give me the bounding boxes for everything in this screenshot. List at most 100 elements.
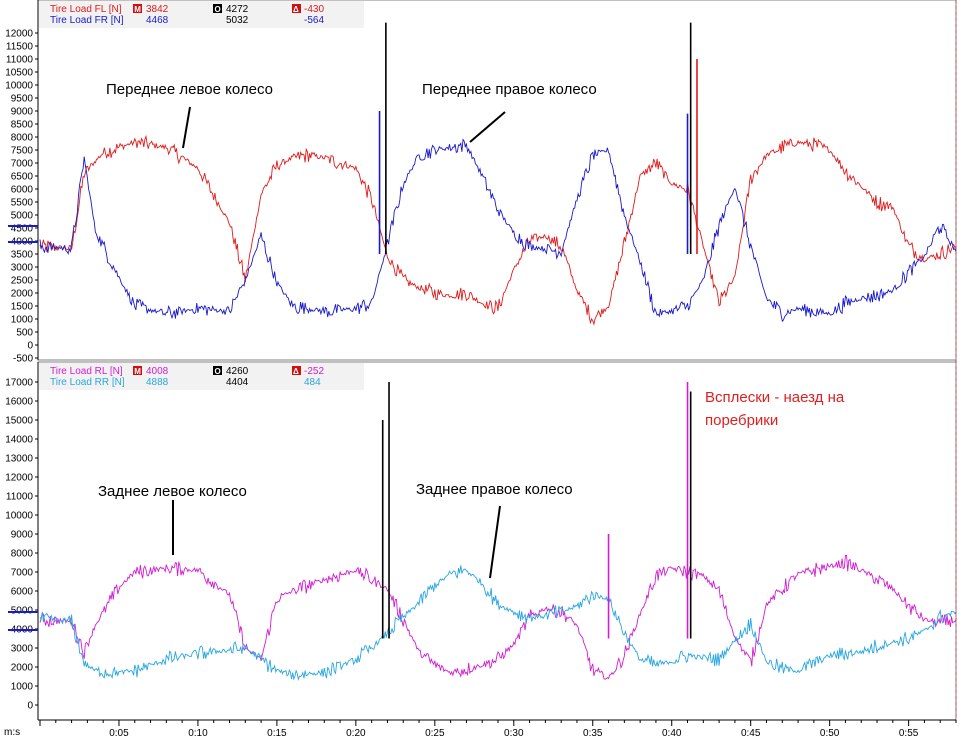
y-tick-label: 500 xyxy=(16,328,33,339)
legend-series-name: Tire Load RR [N] xyxy=(50,377,125,388)
legend-value-o: 4272 xyxy=(226,4,249,15)
legend-value-d: 484 xyxy=(304,377,321,388)
series-line-rear-0 xyxy=(39,555,957,680)
y-tick-label: 1000 xyxy=(11,682,34,693)
m-badge xyxy=(133,4,142,13)
y-tick-label: 9500 xyxy=(11,94,34,105)
series-line-front-0 xyxy=(39,134,957,326)
panel-front: -500050010001500200025003000350040004500… xyxy=(0,0,957,365)
y-tick-label: 3000 xyxy=(11,644,34,655)
series-line-rear-1 xyxy=(39,565,957,681)
legend-value-m: 3842 xyxy=(146,4,169,15)
x-axis-unit-label: m:s xyxy=(4,727,20,738)
x-tick-label: 0:40 xyxy=(662,728,682,739)
y-tick-label: 0 xyxy=(27,341,33,352)
y-tick-label: 10000 xyxy=(5,511,33,522)
y-tick-label: 5500 xyxy=(11,198,34,209)
y-tick-label: 6500 xyxy=(11,172,34,183)
legend-box xyxy=(39,1,364,28)
legend-value-d: -430 xyxy=(304,4,324,15)
y-tick-label: 2000 xyxy=(11,663,34,674)
x-tick-label: 0:20 xyxy=(346,728,366,739)
y-tick-label: 13000 xyxy=(5,454,33,465)
plot-frame-front xyxy=(37,0,957,361)
y-tick-label: 15000 xyxy=(5,416,33,427)
panel-rear: 0100020003000400050006000700080009000100… xyxy=(0,361,957,721)
delta-badge-letter: Δ xyxy=(293,5,299,14)
x-tick-label: 0:10 xyxy=(188,728,208,739)
legend-front: Tire Load FL [N] 3842 4272 -430 Tire Load FR… xyxy=(39,1,364,28)
y-tick-label: 6000 xyxy=(11,587,34,598)
y-tick-label: 8000 xyxy=(11,549,34,560)
x-tick-label: 0:50 xyxy=(820,728,840,739)
y-tick-label: 11000 xyxy=(6,492,34,503)
y-tick-label: 2500 xyxy=(11,276,34,287)
y-tick-label: 12000 xyxy=(5,29,33,40)
y-tick-label: 2000 xyxy=(11,289,34,300)
o-badge-letter: O xyxy=(215,5,221,14)
y-tick-label: 12000 xyxy=(5,473,33,484)
y-tick-label: 5000 xyxy=(11,211,34,222)
annotation-rear-right: Заднее правое колесо xyxy=(416,481,573,498)
x-axis-strip xyxy=(0,720,960,740)
m-badge xyxy=(133,366,142,375)
y-axis-strip-front xyxy=(0,0,38,360)
legend-series-name: Tire Load FR [N] xyxy=(50,15,124,26)
legend-series-name: Tire Load RL [N] xyxy=(50,366,123,377)
plot-frame-rear xyxy=(37,361,957,721)
y-tick-label: 8500 xyxy=(11,120,34,131)
annotation-spikes-line: Всплески - наезд на xyxy=(705,389,845,406)
y-tick-label: 9000 xyxy=(11,107,34,118)
annotation-front-left: Переднее левое колесо xyxy=(106,81,273,98)
legend-value-o: 5032 xyxy=(226,15,249,26)
o-badge-letter: O xyxy=(215,367,221,376)
y-tick-label: 11500 xyxy=(6,42,34,53)
legend-box xyxy=(39,363,364,390)
legend-value-m: 4008 xyxy=(146,366,169,377)
x-tick-label: 0:30 xyxy=(504,728,524,739)
legend-value-m: 4468 xyxy=(146,15,169,26)
y-tick-label: 10000 xyxy=(5,81,33,92)
annotation-pointer-fl xyxy=(182,106,191,149)
y-tick-label: 7500 xyxy=(11,146,34,157)
legend-value-d: -564 xyxy=(304,15,324,26)
o-badge xyxy=(213,4,222,13)
y-tick-label: 7000 xyxy=(11,159,34,170)
y-tick-label: 7000 xyxy=(11,568,34,579)
x-tick-label: 0:25 xyxy=(425,728,445,739)
x-tick-label: 0:45 xyxy=(741,728,761,739)
y-tick-label: 8000 xyxy=(11,133,34,144)
y-tick-label: 17000 xyxy=(5,378,33,389)
y-tick-label: -500 xyxy=(13,354,33,365)
legend-rear: Tire Load RL [N] 4008 4260 -252 Tire Load RR… xyxy=(39,363,364,390)
x-tick-label: 0:15 xyxy=(267,728,287,739)
y-tick-label: 3500 xyxy=(11,250,34,261)
y-tick-label: 14000 xyxy=(5,435,33,446)
o-badge xyxy=(213,366,222,375)
y-axis-strip-rear xyxy=(0,362,38,720)
legend-value-o: 4260 xyxy=(226,366,249,377)
x-tick-label: 0:55 xyxy=(899,728,919,739)
m-badge-letter: M xyxy=(134,5,141,14)
y-tick-label: 9000 xyxy=(11,530,34,541)
y-tick-label: 11000 xyxy=(6,55,34,66)
legend-value-d: -252 xyxy=(304,366,324,377)
y-tick-label: 0 xyxy=(27,701,33,712)
annotation-pointer-rr xyxy=(489,505,501,579)
delta-badge-letter: Δ xyxy=(293,367,299,376)
legend-value-m: 4888 xyxy=(146,377,169,388)
delta-badge xyxy=(292,366,301,375)
y-tick-label: 3000 xyxy=(11,263,34,274)
y-tick-label: 4500 xyxy=(11,224,34,235)
annotation-front-right: Переднее правое колесо xyxy=(422,81,597,98)
y-tick-label: 1500 xyxy=(11,302,34,313)
series-line-front-1 xyxy=(39,138,957,322)
y-tick-label: 16000 xyxy=(5,397,33,408)
y-tick-label: 6000 xyxy=(11,185,34,196)
annotation-spikes-line: поребрики xyxy=(705,412,778,429)
m-badge-letter: M xyxy=(134,367,141,376)
legend-value-o: 4404 xyxy=(226,377,249,388)
x-tick-label: 0:05 xyxy=(109,728,129,739)
legend-series-name: Tire Load FL [N] xyxy=(50,4,122,15)
